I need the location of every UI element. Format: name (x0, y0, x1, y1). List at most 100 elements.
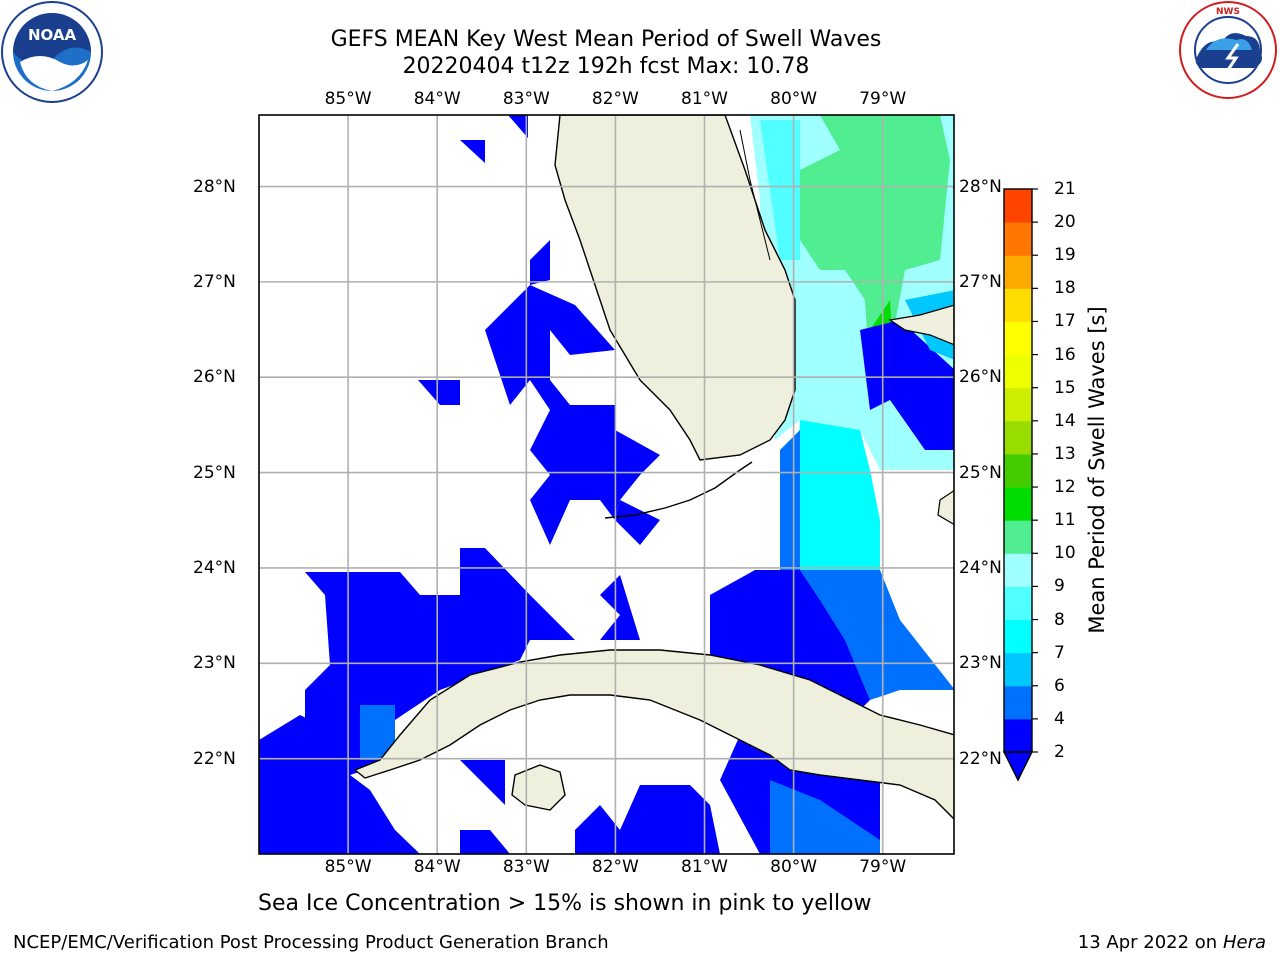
bahamas-north (888, 304, 954, 346)
lon-tick-label-bot: 85°W (324, 857, 372, 877)
colorbar-frame (1003, 188, 1033, 753)
colorbar-tick-label: 4 (1054, 708, 1065, 729)
colorbar-segment (1004, 586, 1032, 621)
generation-date: 13 Apr 2022 on Hera (1077, 932, 1266, 953)
lat-tick-label-left: 26°N (193, 367, 236, 388)
colorbar (1002, 188, 1038, 782)
colorbar-tick-label: 13 (1054, 443, 1076, 464)
lon-tick-label-bot: 81°W (681, 857, 728, 877)
colorbar-tick-label: 18 (1054, 278, 1076, 299)
swell-region (770, 780, 880, 854)
lon-tick-label-bot: 80°W (770, 857, 818, 877)
colorbar-title: Mean Period of Swell Waves [s] (1085, 306, 1109, 634)
swell-region (460, 760, 505, 805)
sea-ice-caption: Sea Ice Concentration > 15% is shown in … (258, 891, 872, 916)
colorbar-segment (1004, 453, 1032, 488)
swell-region (575, 785, 720, 854)
colorbar-segment (1004, 685, 1032, 720)
swell-region (800, 570, 954, 700)
lon-tick-label-bot: 83°W (502, 857, 550, 877)
colorbar-tick-label: 2 (1054, 742, 1065, 762)
coast-detail (739, 129, 771, 261)
colorbar-segment (1004, 487, 1032, 521)
bahamas-east (937, 489, 954, 526)
lat-tick-label-right: 26°N (959, 367, 1002, 388)
swell-region (760, 120, 800, 260)
lat-tick-label-left: 24°N (193, 557, 236, 578)
svg-text:NWS: NWS (1216, 7, 1240, 17)
colorbar-tick-label: 10 (1054, 543, 1076, 564)
colorbar-tick-label: 8 (1054, 609, 1065, 630)
swell-region (259, 715, 420, 854)
cuba (353, 649, 954, 820)
lat-tick-label-right: 28°N (959, 176, 1002, 197)
lon-tick-label-top: 85°W (324, 89, 372, 109)
swell-region (460, 830, 510, 854)
chart-title: GEFS MEAN Key West Mean Period of Swell … (330, 27, 882, 52)
swell-region (485, 285, 615, 405)
swell-region (460, 140, 485, 163)
swell-region (615, 500, 660, 545)
colorbar-segment (1004, 387, 1032, 422)
swell-region (800, 115, 950, 380)
lat-tick-label-left: 28°N (193, 176, 236, 197)
lat-tick-label-right: 27°N (959, 271, 1002, 292)
isla-de-la-juventud (511, 764, 566, 811)
colorbar-segment (1004, 553, 1032, 587)
swell-region (795, 420, 880, 570)
swell-region (360, 705, 395, 760)
swell-region (418, 380, 460, 405)
swell-region (710, 570, 870, 720)
colorbar-segment (1004, 420, 1032, 455)
colorbar-tick-label: 20 (1054, 212, 1076, 233)
swell-region (508, 115, 528, 138)
lat-tick-label-left: 25°N (193, 462, 236, 483)
host-name: Hera (1222, 932, 1266, 953)
colorbar-segment (1004, 255, 1032, 289)
colorbar-tick-label: 12 (1054, 477, 1076, 498)
lat-tick-label-right: 22°N (959, 748, 1002, 769)
colorbar-segment (1004, 718, 1032, 753)
svg-text:NOAA: NOAA (28, 26, 77, 44)
colorbar-segment (1004, 619, 1032, 654)
colorbar-segment (1004, 520, 1032, 554)
colorbar-tick-label: 15 (1054, 377, 1076, 398)
lon-tick-label-top: 82°W (591, 89, 639, 109)
lat-tick-label-left: 27°N (193, 271, 236, 292)
colorbar-tick-label: 19 (1054, 245, 1076, 266)
lon-tick-label-top: 84°W (413, 89, 461, 109)
colorbar-tick-label: 6 (1054, 675, 1065, 696)
producer-credit: NCEP/EMC/Verification Post Processing Pr… (13, 932, 609, 953)
colorbar-tick-label: 21 (1054, 179, 1076, 199)
colorbar-tick-label: 16 (1054, 344, 1076, 365)
lat-tick-label-left: 22°N (193, 748, 236, 769)
lon-tick-label-bot: 82°W (591, 857, 639, 877)
swell-region (530, 380, 660, 545)
colorbar-segment (1004, 288, 1032, 322)
noaa-logo: NOAA (1, 1, 103, 103)
colorbar-tick-label: 14 (1054, 410, 1076, 431)
colorbar-extend-arrow (1002, 751, 1034, 782)
lon-tick-label-top: 81°W (681, 89, 728, 109)
colorbar-segment (1004, 321, 1032, 356)
colorbar-tick-label: 7 (1054, 642, 1065, 663)
lon-tick-label-top: 80°W (770, 89, 818, 109)
lat-tick-label-right: 24°N (959, 557, 1002, 578)
colorbar-segment (1004, 652, 1032, 687)
florida-keys (604, 461, 753, 519)
colorbar-segment (1004, 189, 1032, 223)
swell-field-layer (259, 115, 954, 854)
lat-tick-label-right: 25°N (959, 462, 1002, 483)
lon-tick-label-top: 83°W (502, 89, 550, 109)
lat-tick-label-right: 23°N (959, 653, 1002, 674)
lon-tick-label-top: 79°W (859, 89, 907, 109)
colorbar-tick-label: 11 (1054, 510, 1076, 531)
lat-tick-label-left: 23°N (193, 653, 236, 674)
colorbar-tick-label: 9 (1054, 576, 1065, 597)
nws-logo: NWS (1179, 1, 1277, 99)
lon-tick-label-bot: 79°W (859, 857, 907, 877)
lon-tick-label-bot: 84°W (413, 857, 461, 877)
colorbar-tick-label: 17 (1054, 311, 1076, 332)
swell-region (530, 240, 550, 285)
